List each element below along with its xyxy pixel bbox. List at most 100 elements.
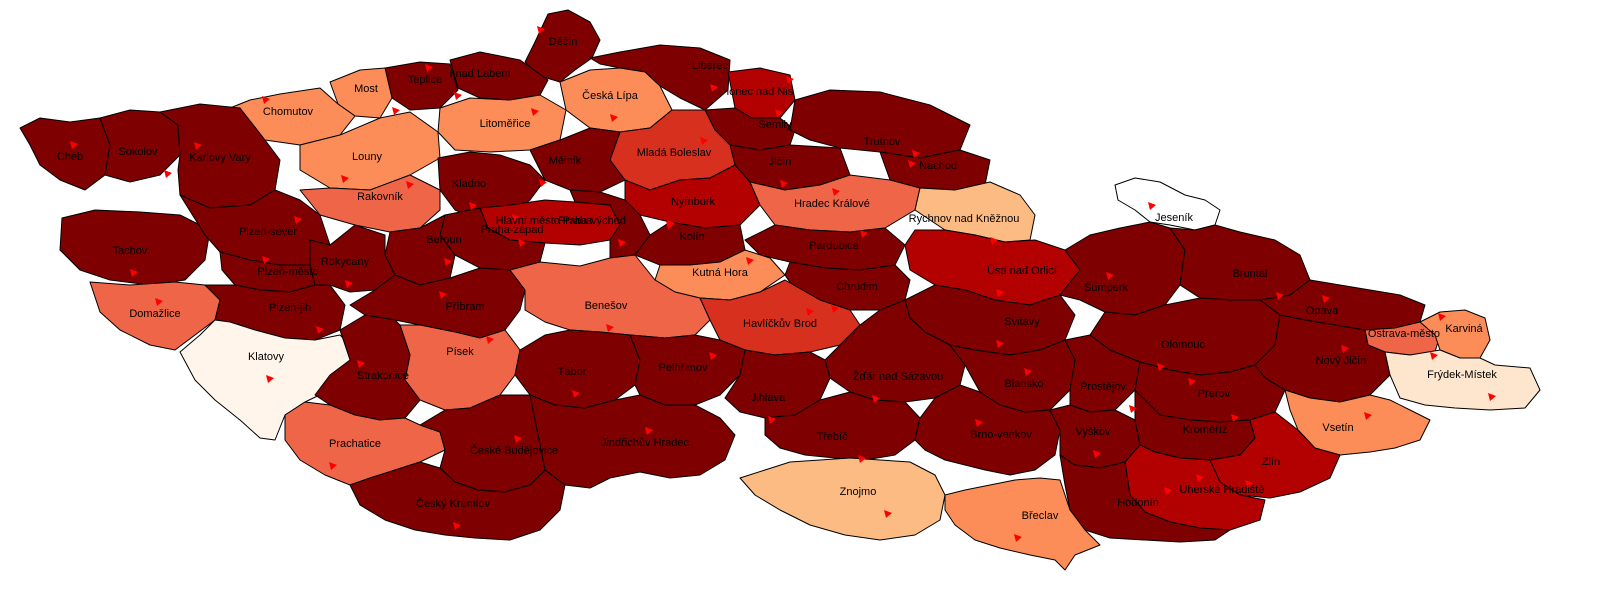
label-chrudim: Chrudim: [836, 281, 878, 293]
label-klatovy: Klatovy: [248, 351, 285, 363]
district-bruntal: [1169, 224, 1311, 301]
label-kladno: Kladno: [452, 178, 486, 190]
district-zdar-nad-sazavou: [824, 299, 966, 403]
label-frydek-mistek: Frýdek-Místek: [1427, 369, 1497, 381]
label-decin: Děčín: [549, 36, 578, 48]
marker-hlavni-mesto-praha: [518, 239, 526, 247]
marker-praha-vychod: [618, 239, 626, 247]
marker-plzen-sever: [294, 216, 302, 224]
marker-usti-nad-labem: [454, 92, 462, 100]
marker-opava: [1322, 295, 1330, 303]
marker-karlovy-vary: [194, 142, 202, 150]
label-usti-nad-orlici: Ústí nad Orlicí: [987, 264, 1057, 277]
district-jihlava: [724, 349, 831, 419]
label-prostejov: Prostějov: [1080, 381, 1126, 393]
district-sumperk: [1059, 221, 1186, 316]
district-znojmo: [739, 457, 946, 541]
label-liberec: Liberec: [692, 60, 729, 72]
marker-ceska-lipa: [610, 114, 618, 122]
district-rakovnik: [299, 174, 441, 233]
label-benesov: Benešov: [585, 300, 628, 312]
marker-mlada-boleslav: [700, 137, 708, 145]
marker-svitavy: [996, 340, 1004, 348]
marker-liberec: [710, 84, 718, 92]
marker-frydek-mistek: [1488, 393, 1496, 401]
marker-karvina: [1438, 313, 1446, 321]
label-jindrichuv-hradec: Jindřichův Hradec: [601, 437, 690, 449]
label-rychnov-nad-kneznou: Rychnov nad Kněžnou: [909, 213, 1020, 225]
marker-cheb: [70, 141, 78, 149]
marker-litomerice: [531, 108, 539, 116]
label-jihlava: Jihlava: [751, 392, 786, 404]
label-nymburk: Nymburk: [671, 196, 716, 208]
district-regions: [19, 9, 1541, 571]
marker-melnik: [539, 179, 547, 187]
label-prachatice: Prachatice: [329, 438, 381, 450]
label-semily: Semily: [758, 119, 792, 131]
marker-klatovy: [266, 375, 274, 383]
marker-ceske-budejovice: [514, 435, 522, 443]
label-brno-venkov: Brno-venkov: [970, 429, 1032, 441]
marker-semily: [775, 109, 783, 117]
district-labels: Děčín Liberec lonec nad Nis í nad Labem Tepl…: [57, 36, 1497, 522]
marker-jindrichuv-hradec: [645, 427, 653, 435]
marker-tabor: [572, 390, 580, 398]
marker-chrudim: [831, 305, 839, 313]
label-teplice: Teplice: [408, 74, 442, 86]
district-teplice: [384, 61, 459, 111]
marker-usti-nad-orlici: [996, 289, 1004, 297]
marker-rychnov-nad-kneznou: [990, 237, 998, 245]
marker-jablonec-nad-nisou: [786, 76, 794, 84]
marker-decin: [537, 26, 545, 34]
label-olomouc: Olomouc: [1161, 339, 1206, 351]
label-rokycany: Rokycany: [321, 256, 370, 268]
label-sumperk: Šumperk: [1084, 281, 1129, 294]
label-melnik: Mělník: [549, 155, 582, 167]
district-brno-venkov: [914, 384, 1061, 476]
marker-ostrava-mesto: [1430, 352, 1438, 360]
district-markers: [70, 26, 1496, 542]
marker-rakovnik: [406, 181, 414, 189]
label-most: Most: [354, 83, 378, 95]
marker-plzen-mesto: [262, 256, 270, 264]
label-litomerice: Litoměřice: [480, 118, 531, 130]
label-vsetin: Vsetín: [1322, 422, 1353, 434]
marker-kromeriz: [1231, 414, 1239, 422]
marker-pardubice: [860, 230, 868, 238]
label-ceska-lipa: Česká Lípa: [582, 89, 639, 102]
label-nachod: Náchod: [919, 160, 957, 172]
marker-havlickuv-brod: [806, 308, 814, 316]
marker-pribram: [439, 291, 447, 299]
marker-nachod: [912, 150, 920, 158]
district-melnik: [529, 127, 626, 193]
marker-vyskov: [1093, 450, 1101, 458]
marker-hodonin: [1164, 487, 1172, 495]
label-tachov: Tachov: [113, 245, 148, 257]
label-plzen-mesto: Plzeň-město: [257, 266, 318, 278]
label-karlovy-vary: Karlovy Vary: [189, 152, 251, 164]
label-sokolov: Sokolov: [118, 146, 158, 158]
marker-domazlice: [155, 298, 163, 306]
marker-breclav: [1014, 534, 1022, 542]
label-tabor: Tábor: [558, 366, 587, 378]
district-tachov: [59, 209, 211, 286]
marker-olomouc: [1157, 363, 1165, 371]
label-prerov: Přerov: [1198, 388, 1231, 400]
label-plzen-sever: Plzeň-sever: [239, 226, 297, 238]
marker-strakonice: [357, 360, 365, 368]
label-zdar-nad-sazavou: Žďár nad Sázavou: [853, 370, 944, 383]
marker-jicin: [780, 180, 788, 188]
marker-most: [392, 107, 400, 115]
marker-pelhrimov: [709, 352, 717, 360]
label-praha-zapad: Praha-západ: [481, 224, 544, 236]
marker-kutna-hora: [746, 257, 754, 265]
district-kladno: [437, 151, 546, 221]
label-kolin: Kolín: [679, 231, 704, 243]
label-usti-nad-labem: í nad Labem: [449, 68, 510, 80]
marker-pisek: [486, 336, 494, 344]
label-hodonin: Hodonín: [1117, 497, 1159, 509]
marker-chomutov: [262, 96, 270, 104]
label-chomutov: Chomutov: [263, 106, 314, 118]
label-pardubice: Pardubice: [809, 240, 859, 252]
